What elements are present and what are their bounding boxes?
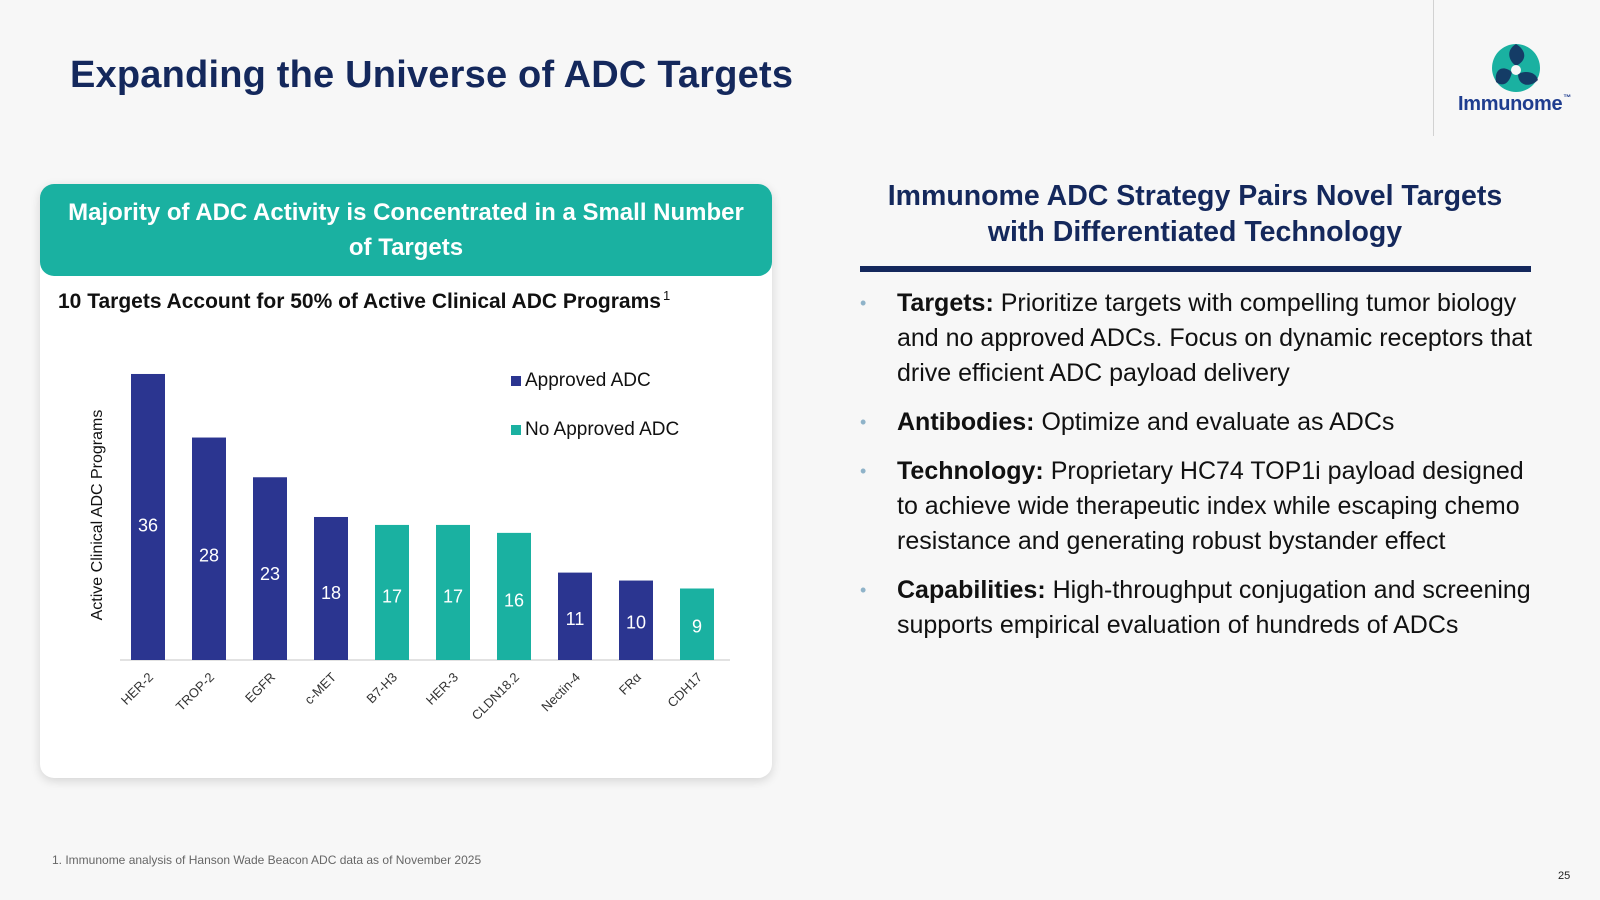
x-tick-label: c-MET <box>301 669 339 707</box>
y-axis-label: Active Clinical ADC Programs <box>89 410 106 621</box>
chart-card: Majority of ADC Activity is Concentrated… <box>40 184 772 778</box>
strategy-bullet-text: Prioritize targets with compelling tumor… <box>897 289 1533 387</box>
chart-card-header-text: Majority of ADC Activity is Concentrated… <box>68 199 744 261</box>
bar-value-label: 17 <box>382 587 402 607</box>
bar-c-met <box>314 516 348 660</box>
x-tick-label: Nectin-4 <box>538 670 583 715</box>
logo-mark-icon <box>1492 44 1540 92</box>
bullet-dot-icon: • <box>860 580 867 600</box>
bar-cdh17 <box>680 588 714 660</box>
chart-card-header: Majority of ADC Activity is Concentrated… <box>40 184 772 276</box>
bar-value-label: 18 <box>321 583 341 603</box>
slide-title: Expanding the Universe of ADC Targets <box>70 54 794 96</box>
bar-nectin-4 <box>558 572 592 660</box>
company-logo: Immunome™ <box>1458 40 1578 120</box>
bar-trop-2 <box>192 437 226 660</box>
strategy-bullet: • Targets: Prioritize targets with compel… <box>860 286 1540 391</box>
bar-her-3 <box>436 524 470 660</box>
strategy-title-rule <box>860 266 1531 272</box>
x-tick-label: B7-H3 <box>363 670 400 707</box>
bar-egfr <box>253 477 287 660</box>
bar-value-label: 9 <box>692 616 702 636</box>
bar-value-label: 11 <box>566 609 585 629</box>
page-number: 25 <box>1558 870 1571 882</box>
bar-b7-h3 <box>375 524 409 660</box>
strategy-bullet-label: Antibodies: <box>897 408 1035 436</box>
strategy-bullet-text: High-throughput conjugation and screenin… <box>897 576 1531 639</box>
strategy-bullet-text: Optimize and evaluate as ADCs <box>1034 408 1395 436</box>
strategy-bullet-label: Capabilities: <box>897 576 1046 604</box>
legend-entry: No Approved ADC <box>525 419 679 440</box>
bar-value-label: 10 <box>626 613 646 633</box>
x-tick-label: HER-2 <box>118 670 156 708</box>
strategy-bullet-text: Proprietary HC74 TOP1i payload designed … <box>897 457 1524 555</box>
bar-value-label: 17 <box>443 587 463 607</box>
x-tick-label: CLDN18.2 <box>469 670 523 724</box>
bullet-dot-icon: • <box>860 293 867 313</box>
bar-value-label: 16 <box>504 590 524 610</box>
x-tick-label: FRα <box>616 669 645 698</box>
bar-fr- <box>619 580 653 660</box>
bullet-dot-icon: • <box>860 461 867 481</box>
x-tick-label: TROP-2 <box>173 670 217 714</box>
chart-title: 10 Targets Account for 50% of Active Cli… <box>58 288 671 313</box>
strategy-title: Immunome ADC Strategy Pairs Novel Target… <box>887 180 1503 248</box>
header-divider <box>1433 0 1434 136</box>
legend-entry: Approved ADC <box>525 370 651 391</box>
strategy-bullet: • Antibodies: Optimize and evaluate as AD… <box>860 405 1540 440</box>
bar-chart: Active Clinical ADC Programs 36 HER-2 28 TRO… <box>89 370 730 724</box>
bar-her-2 <box>131 373 165 660</box>
bar-value-label: 23 <box>260 564 280 584</box>
strategy-bullet-label: Technology: <box>897 457 1044 485</box>
chart-title-footnote-marker: 1 <box>662 288 671 303</box>
logo-wordmark: Immunome™ <box>1458 93 1571 115</box>
footnote: 1. Immunome analysis of Hanson Wade Beac… <box>52 853 482 867</box>
strategy-bullet: • Capabilities: High-throughput conjugati… <box>860 573 1540 643</box>
bar-value-label: 36 <box>138 516 158 536</box>
x-tick-label: CDH17 <box>664 670 705 711</box>
bar-value-label: 28 <box>199 545 219 565</box>
bar-cldn18-2 <box>497 532 531 660</box>
legend-swatch <box>511 376 521 386</box>
x-tick-label: HER-3 <box>423 670 461 708</box>
x-tick-label: EGFR <box>242 670 278 706</box>
strategy-bullet-list: • Targets: Prioritize targets with compel… <box>860 286 1540 657</box>
legend-swatch <box>511 425 521 435</box>
bullet-dot-icon: • <box>860 412 867 432</box>
strategy-bullet-label: Targets: <box>897 289 994 317</box>
strategy-bullet: • Technology: Proprietary HC74 TOP1i payl… <box>860 454 1540 559</box>
